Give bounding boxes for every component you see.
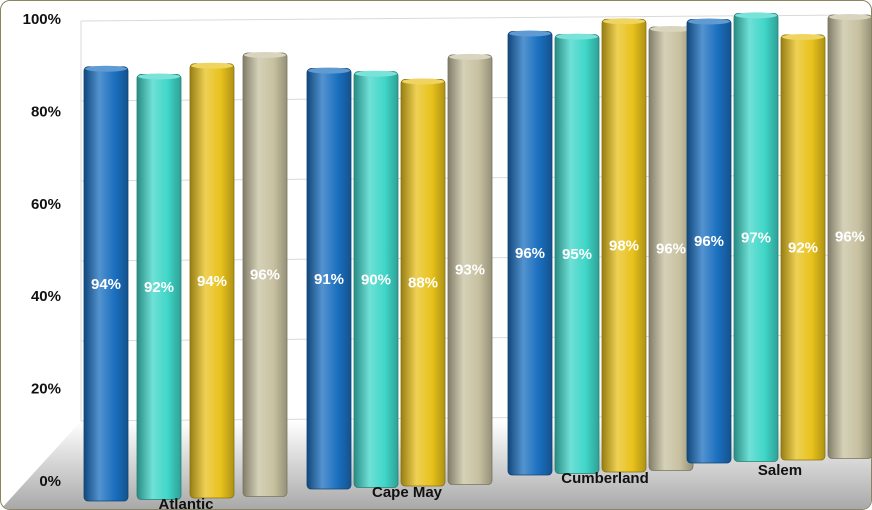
y-tick-label: 0%: [39, 473, 61, 490]
category-label: Salem: [758, 462, 802, 479]
bar-top: [449, 53, 491, 60]
bar-top: [650, 25, 692, 32]
data-label: 96%: [656, 241, 686, 258]
data-label: 96%: [515, 245, 545, 262]
y-tick-label: 100%: [23, 11, 61, 28]
y-tick-label: 40%: [31, 288, 61, 305]
bar-top: [556, 33, 598, 40]
data-label: 95%: [562, 246, 592, 263]
bar-top: [191, 62, 233, 69]
bar-top: [85, 65, 127, 72]
data-label: 90%: [361, 272, 391, 289]
bar-top: [308, 67, 350, 74]
data-label: 92%: [144, 279, 174, 296]
data-label: 98%: [609, 238, 639, 255]
y-tick-label: 80%: [31, 103, 61, 120]
category-label: Cumberland: [561, 470, 649, 487]
bar-top: [688, 18, 730, 25]
gridline: [80, 14, 852, 22]
bar-top: [603, 18, 645, 25]
y-tick-label: 20%: [31, 381, 61, 398]
data-label: 96%: [250, 267, 280, 284]
data-label: 96%: [694, 233, 724, 250]
bar-top: [509, 30, 551, 37]
data-label: 94%: [91, 276, 121, 293]
bar-top: [829, 13, 871, 20]
bar-top: [782, 33, 824, 40]
data-label: 94%: [197, 273, 227, 290]
bar-top: [244, 51, 286, 58]
bar-top: [138, 73, 180, 80]
category-label: Cape May: [372, 484, 443, 501]
data-label: 93%: [455, 262, 485, 279]
bar-top: [735, 12, 777, 19]
y-tick-label: 60%: [31, 196, 61, 213]
data-label: 91%: [314, 271, 344, 288]
bar-top: [402, 78, 444, 85]
bar-top: [355, 70, 397, 77]
data-label: 97%: [741, 229, 771, 246]
data-label: 92%: [788, 239, 818, 256]
category-label: Atlantic: [158, 496, 213, 509]
data-label: 88%: [408, 275, 438, 292]
data-label: 96%: [835, 229, 865, 246]
